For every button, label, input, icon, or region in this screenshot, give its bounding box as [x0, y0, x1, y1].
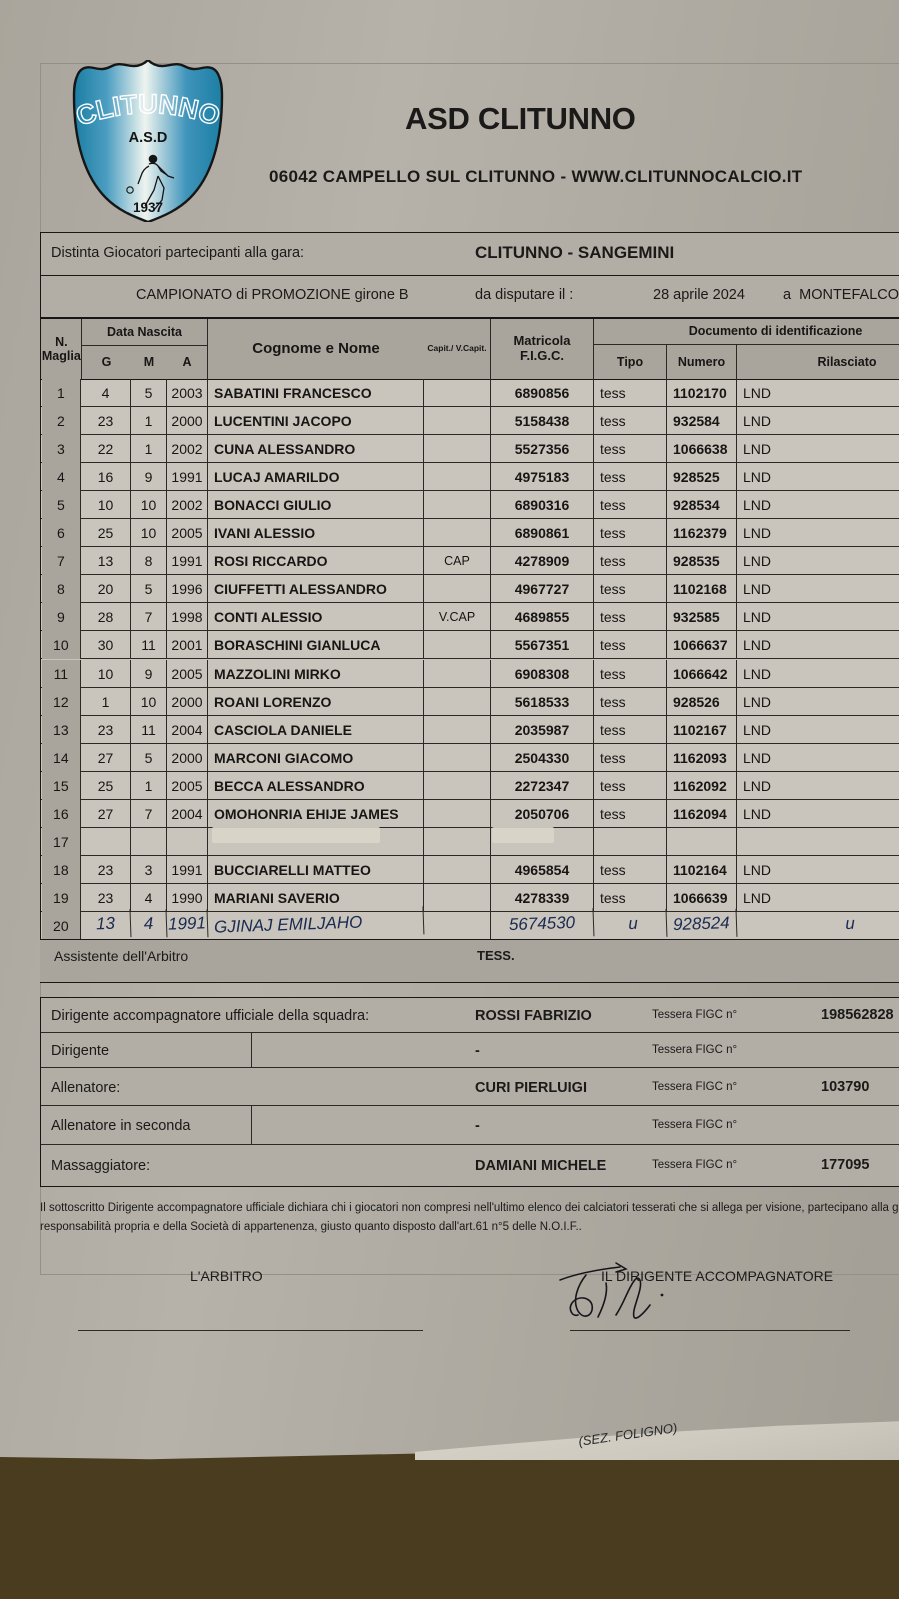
svg-text:1937: 1937 [133, 200, 163, 215]
svg-text:A.S.D: A.S.D [129, 130, 168, 146]
